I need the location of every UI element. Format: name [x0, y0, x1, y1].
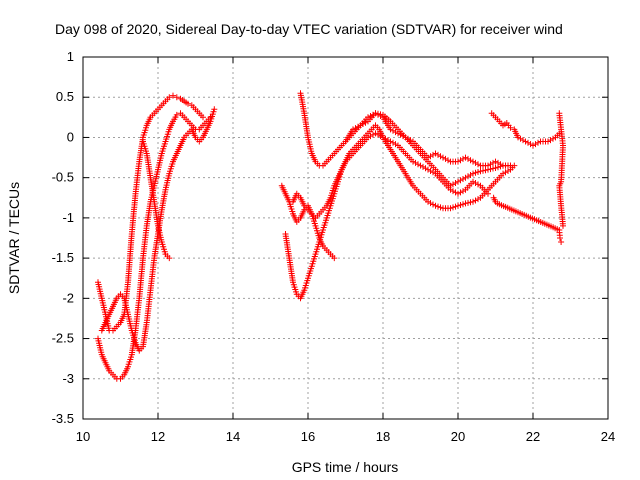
series-track-b	[95, 110, 214, 382]
series-track-l	[490, 194, 565, 245]
axis-ticks: 10 12 14 16 18 20 22 24 1 0.5 0 -0.5 -1 -1.5 -2 -2.5 -3 -…	[52, 49, 616, 444]
series-track-c	[98, 106, 218, 354]
y-tick-label: -1.5	[52, 250, 74, 265]
data-point	[331, 255, 338, 262]
data-point	[485, 190, 491, 197]
y-tick-label: -2	[62, 290, 74, 305]
data-point	[173, 111, 180, 118]
y-tick-label: 1	[67, 49, 74, 64]
chart-title: Day 098 of 2020, Sidereal Day-to-day VTE…	[55, 21, 563, 37]
y-tick-label: -1	[62, 210, 74, 225]
data-point	[200, 114, 206, 121]
x-tick-label: 16	[301, 429, 315, 444]
series-track-k	[556, 110, 566, 229]
x-tick-label: 18	[376, 429, 390, 444]
plot-area-frame	[82, 56, 609, 420]
x-tick-label: 10	[76, 429, 90, 444]
data-point	[170, 92, 176, 99]
data-point	[173, 94, 180, 101]
y-tick-label: -0.5	[52, 170, 74, 185]
x-axis-label: GPS time / hours	[292, 459, 399, 475]
series-track-d	[140, 138, 173, 262]
data-point	[166, 94, 173, 101]
data-points	[95, 90, 566, 382]
data-point	[166, 255, 173, 262]
y-tick-label: -3.5	[52, 411, 74, 426]
data-point	[560, 222, 566, 229]
data-point	[557, 235, 563, 241]
y-tick-label: -3	[62, 371, 74, 386]
y-tick-label: 0.5	[56, 89, 74, 104]
data-point	[211, 106, 218, 113]
x-tick-label: 24	[601, 429, 615, 444]
y-axis-label: SDTVAR / TECUs	[6, 182, 22, 294]
data-point	[507, 162, 514, 169]
series-track-i	[342, 110, 514, 169]
x-tick-label: 12	[151, 429, 165, 444]
data-point	[507, 124, 514, 131]
y-tick-label: 0	[67, 129, 74, 144]
data-point	[558, 239, 565, 245]
series-track-h	[290, 130, 491, 221]
series-track-j	[488, 110, 563, 149]
x-tick-label: 14	[226, 429, 240, 444]
grid-lines	[83, 57, 608, 419]
y-tick-label: -2.5	[52, 331, 74, 346]
data-point	[185, 100, 191, 107]
x-tick-label: 20	[451, 429, 465, 444]
x-tick-label: 22	[526, 429, 540, 444]
